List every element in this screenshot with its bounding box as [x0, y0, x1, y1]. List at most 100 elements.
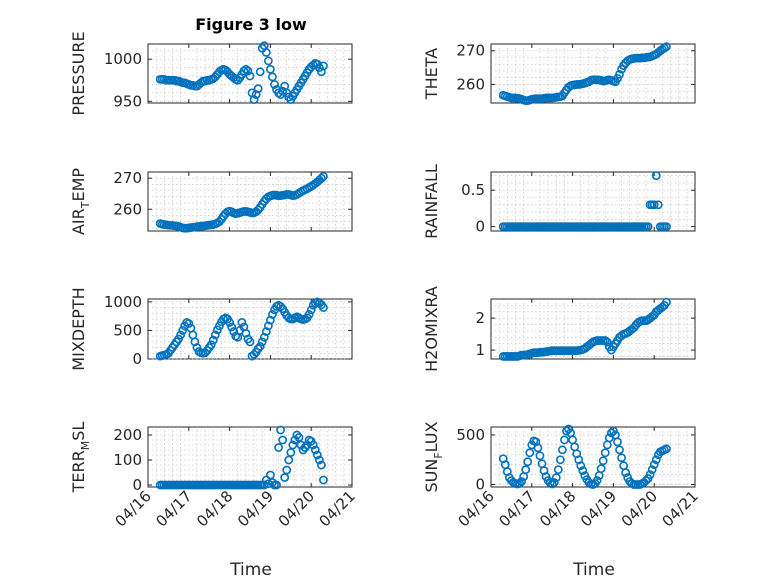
data-point — [560, 435, 569, 445]
subplot-6: 1 2 H2OMIXRA — [422, 286, 696, 372]
data-point — [268, 72, 277, 82]
data-point — [282, 465, 292, 475]
y-axis-label: H2OMIXRA — [422, 286, 441, 372]
data-point — [319, 475, 328, 485]
data-point — [310, 445, 320, 455]
y-tick-label: 0 — [132, 350, 142, 368]
y-tick-label: 950 — [113, 92, 142, 110]
data-point — [319, 171, 328, 181]
data-point — [263, 321, 273, 331]
x-axis-label-left: Time — [229, 560, 272, 580]
x-tick-label: 04/20 — [618, 487, 661, 530]
data-point — [615, 69, 624, 79]
data-point — [525, 448, 535, 458]
x-tick-label: 04/18 — [536, 487, 579, 530]
data-point — [314, 455, 324, 465]
data-point — [600, 448, 610, 458]
data-point — [314, 63, 324, 72]
data-point — [214, 217, 224, 227]
subplot-2: 260 270 THETA — [422, 42, 696, 106]
data-point — [237, 318, 247, 327]
data-point — [304, 310, 314, 319]
data-point — [284, 455, 294, 465]
data-point — [257, 337, 267, 347]
data-point — [255, 342, 265, 351]
data-point — [533, 443, 543, 453]
data-point — [294, 433, 304, 442]
data-point — [576, 461, 586, 471]
data-point — [286, 448, 296, 457]
data-point — [517, 477, 526, 486]
data-point — [662, 42, 671, 52]
data-point — [641, 476, 651, 485]
x-tick-label: 04/19 — [577, 487, 620, 530]
data-point — [265, 315, 275, 325]
data-point — [259, 332, 269, 342]
data-point — [278, 86, 288, 96]
data-point — [206, 340, 216, 350]
data-point — [319, 303, 328, 312]
subplot-7: 010020004/1604/1704/1804/1904/2004/21TER… — [69, 422, 359, 531]
data-point — [249, 95, 259, 105]
data-point — [521, 465, 531, 475]
data-point — [555, 455, 565, 465]
data-point — [600, 336, 610, 345]
data-point — [621, 468, 631, 478]
y-axis-label: MIXDEPTH — [69, 287, 88, 370]
y-tick-label: 270 — [113, 169, 142, 187]
y-axis-label: PRESSURE — [69, 31, 88, 115]
data-point — [662, 444, 671, 454]
data-point — [662, 297, 671, 307]
y-tick-label: 1 — [475, 341, 485, 359]
data-point — [249, 350, 259, 359]
data-point — [280, 473, 290, 482]
data-point — [259, 480, 269, 490]
data-point — [263, 56, 273, 66]
y-tick-label: 0 — [475, 218, 485, 236]
data-point — [647, 465, 657, 475]
x-tick-label: 04/21 — [316, 487, 359, 530]
data-point — [274, 88, 283, 98]
x-tick-label: 04/19 — [234, 487, 277, 530]
y-tick-label: 0 — [132, 476, 142, 494]
figure-title: Figure 3 low — [195, 15, 307, 34]
x-tick-label: 04/16 — [455, 487, 498, 530]
x-tick-label: 04/18 — [193, 487, 236, 530]
data-point — [613, 437, 622, 447]
data-point — [523, 457, 533, 467]
data-point — [184, 319, 194, 328]
data-point — [617, 453, 626, 463]
data-point — [229, 327, 239, 336]
data-point — [645, 470, 655, 480]
subplot-3: 260 270 AIRTEMP — [69, 168, 353, 235]
y-axis-label: THETA — [422, 48, 441, 100]
data-point — [190, 337, 200, 347]
data-point — [245, 337, 255, 347]
data-point — [312, 450, 322, 460]
data-point — [253, 205, 263, 215]
y-tick-label: 1000 — [104, 50, 142, 68]
data-point — [615, 445, 624, 455]
data-point — [653, 200, 663, 210]
data-point — [649, 200, 659, 210]
data-point — [208, 335, 218, 345]
data-point — [319, 61, 328, 71]
data-point — [553, 465, 563, 475]
data-point — [547, 479, 557, 489]
y-tick-label: 270 — [456, 42, 485, 60]
data-point — [651, 171, 661, 181]
data-point — [255, 67, 265, 77]
y-axis-label: TERRMSL — [69, 422, 92, 494]
data-point — [288, 440, 298, 450]
data-point — [662, 222, 671, 232]
x-tick-label: 04/17 — [495, 487, 538, 530]
data-point — [176, 330, 186, 340]
data-point — [558, 445, 567, 455]
data-point — [578, 466, 588, 476]
subplot-5: 0 500 1000 MIXDEPTH — [69, 287, 353, 371]
x-tick-label: 04/17 — [152, 487, 195, 530]
data-point — [596, 464, 606, 474]
data-point — [316, 173, 326, 183]
data-point — [253, 344, 263, 354]
